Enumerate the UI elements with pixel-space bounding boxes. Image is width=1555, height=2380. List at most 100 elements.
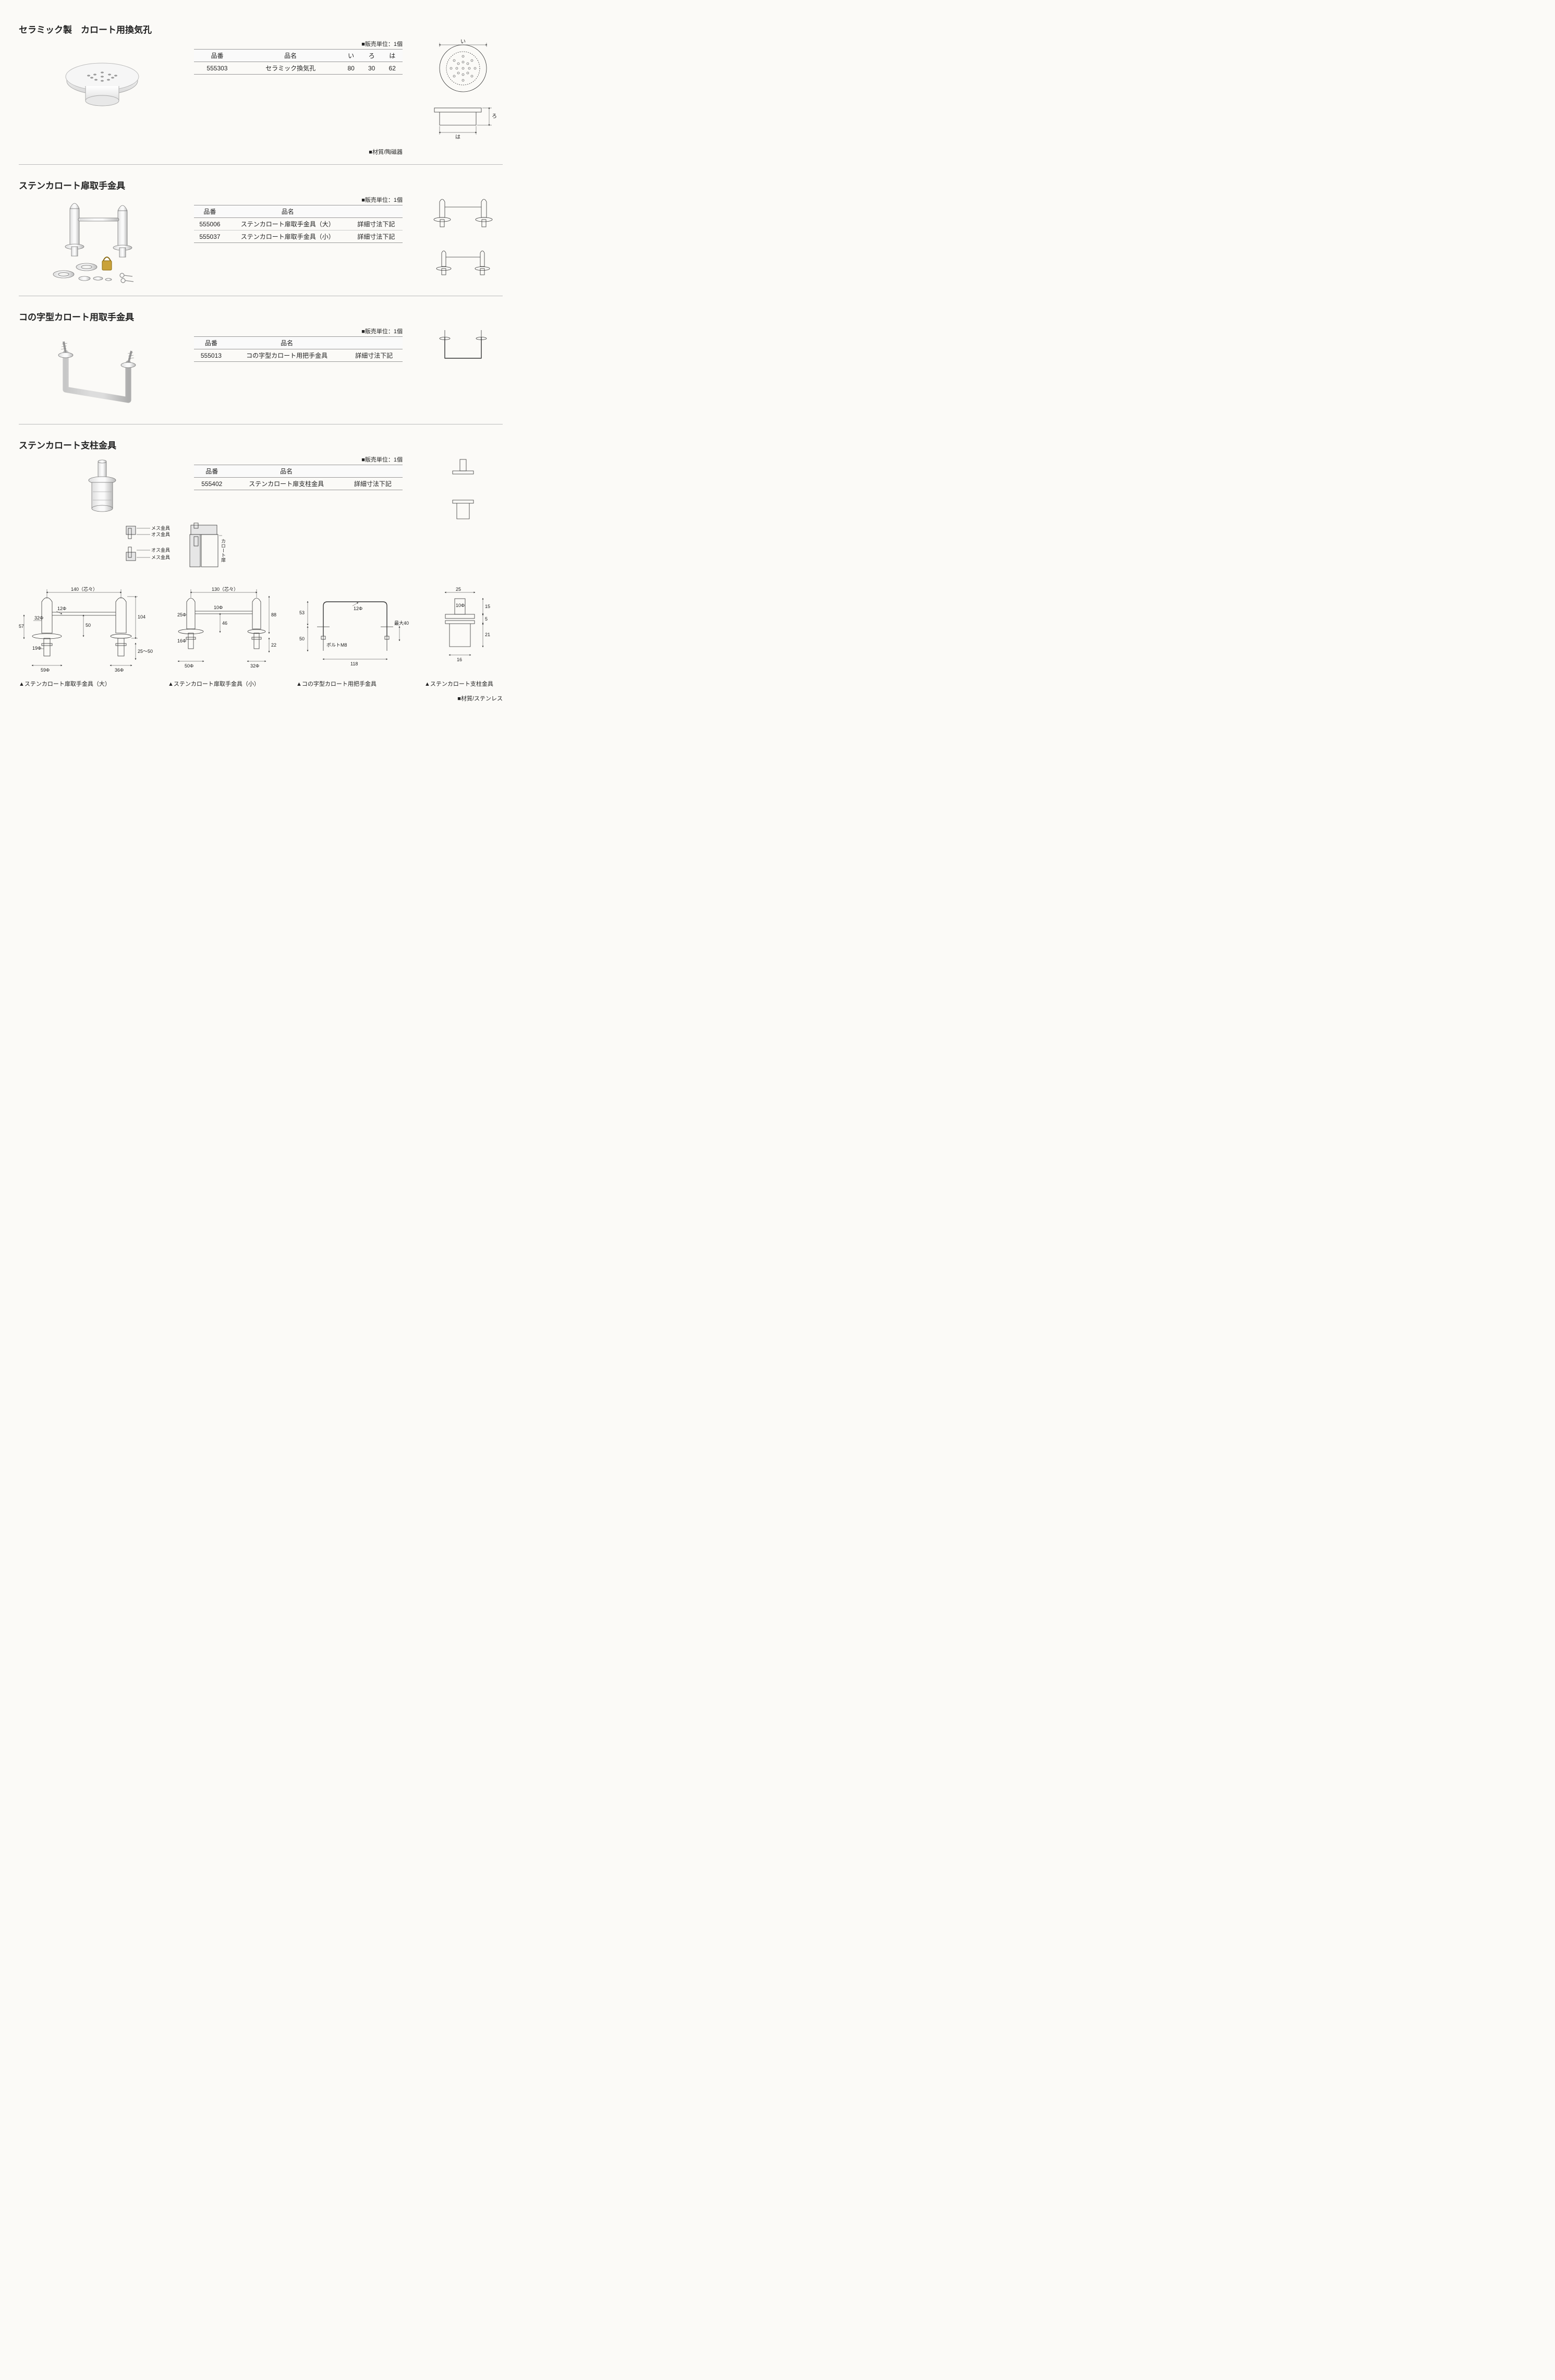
svg-text:36Φ: 36Φ (115, 667, 124, 673)
th: ろ (361, 50, 382, 62)
ceramic-top-diagram-icon: い (429, 40, 497, 92)
svg-text:オス金具: オス金具 (151, 547, 170, 553)
svg-text:メス金具: メス金具 (151, 554, 170, 560)
svg-text:57: 57 (19, 624, 24, 629)
spec-table-ceramic: 品番 品名 い ろ は 555303 セラミック換気孔 80 30 62 (194, 49, 403, 75)
section-title: ステンカロート支柱金具 (19, 438, 503, 451)
table-row: 555013 コの字型カロート用把手金具 詳細寸法下記 (194, 349, 403, 362)
svg-text:メス金具: メス金具 (151, 525, 170, 531)
unit-label: ■販売単位：1個 (194, 455, 403, 464)
th (350, 205, 403, 218)
svg-text:118: 118 (350, 661, 358, 666)
unit-label: ■販売単位：1個 (194, 327, 403, 335)
td: ステンカロート扉支柱金具 (230, 478, 343, 490)
spec-table-handle: 品番 品名 555006 ステンカロート扉取手金具（大） 詳細寸法下記 5550… (194, 205, 403, 243)
section-post: ステンカロート支柱金具 ■販売単位：1個 品番 品名 (19, 438, 503, 711)
svg-text:ボルトM8: ボルトM8 (326, 642, 347, 648)
svg-text:53: 53 (299, 610, 305, 615)
svg-text:25: 25 (456, 587, 461, 592)
svg-text:12Φ: 12Φ (57, 606, 66, 611)
svg-text:25～50: 25～50 (138, 649, 153, 654)
unit-label: ■販売単位：1個 (194, 196, 403, 204)
td: 詳細寸法下記 (345, 349, 403, 362)
svg-text:50Φ: 50Φ (185, 663, 193, 669)
product-photo-post (19, 455, 186, 523)
svg-text:15: 15 (485, 604, 490, 609)
spec-column: ■販売単位：1個 品番 品名 555013 コの字型カロート用把手金具 詳細寸法… (194, 327, 403, 362)
ubar-diagram-icon (429, 327, 497, 374)
th: 品番 (194, 465, 230, 478)
dim-caption: ▲ステンカロート扉取手金具（小） (168, 679, 288, 688)
unit-label: ■販売単位：1個 (194, 40, 403, 48)
td: 詳細寸法下記 (343, 478, 403, 490)
svg-text:130（芯々）: 130（芯々） (212, 586, 238, 592)
material-label: ■材質/ステンレス (19, 694, 503, 702)
svg-text:50: 50 (86, 623, 91, 628)
section-title: セラミック製 カロート用換気孔 (19, 22, 503, 35)
dim-ubar: 53 50 12Φ 最大40 ボルトM8 118 ▲コの字型カロート用把手金具 (296, 586, 416, 688)
svg-text:19Φ: 19Φ (32, 646, 41, 651)
handle-diagram-icon (424, 196, 502, 237)
section-title: ステンカロート扉取手金具 (19, 178, 503, 191)
svg-text:16Φ: 16Φ (177, 638, 186, 643)
section-ceramic-vent: セラミック製 カロート用換気孔 (19, 22, 503, 165)
svg-text:104: 104 (138, 614, 145, 620)
td: 80 (341, 62, 361, 75)
svg-text:い: い (460, 39, 466, 45)
th (343, 465, 403, 478)
td: ステンカロート扉取手金具（大） (226, 218, 350, 230)
svg-text:88: 88 (271, 612, 276, 617)
section-body: ■販売単位：1個 品番 品名 555006 ステンカロート扉取手金具（大） 詳細… (19, 196, 503, 287)
dim-post: 25 10Φ 15 5 21 16 ▲ステンカロート支柱金具 (424, 586, 513, 688)
th: 品名 (240, 50, 341, 62)
svg-text:16: 16 (457, 657, 462, 662)
table-row: 555006 ステンカロート扉取手金具（大） 詳細寸法下記 (194, 218, 403, 230)
dim-handle-big: 140（芯々） 104 25～50 (19, 586, 160, 688)
svg-text:カロート扉: カロート扉 (221, 539, 226, 563)
dim-caption: ▲ステンカロート支柱金具 (424, 679, 513, 688)
svg-text:32Φ: 32Φ (34, 615, 43, 621)
td: コの字型カロート用把手金具 (228, 349, 346, 362)
table-row: 555303 セラミック換気孔 80 30 62 (194, 62, 403, 75)
dim-caption: ▲ステンカロート扉取手金具（大） (19, 679, 160, 688)
th: 品名 (226, 205, 350, 218)
th: 品番 (194, 205, 226, 218)
svg-text:12Φ: 12Φ (354, 606, 362, 611)
td: 555037 (194, 230, 226, 243)
section-body: ■販売単位：1個 品番 品名 い ろ は 555303 セラミック換気孔 80 … (19, 40, 503, 156)
th: 品名 (230, 465, 343, 478)
svg-text:22: 22 (271, 642, 276, 648)
diagram-col-ceramic: い ろ (411, 40, 515, 142)
svg-text:10Φ: 10Φ (456, 603, 465, 608)
spec-column: ■販売単位：1個 品番 品名 555402 ステンカロート扉支柱金具 詳細寸法下… (194, 455, 403, 490)
dim-handle-small: 130（芯々） 88 22 10Φ 46 25Φ 16Φ (168, 586, 288, 688)
diagram-col-handle (411, 196, 515, 287)
section-title: コの字型カロート用取手金具 (19, 310, 503, 323)
th: 品番 (194, 337, 228, 349)
svg-text:オス金具: オス金具 (151, 531, 170, 537)
svg-text:10Φ: 10Φ (214, 605, 223, 610)
svg-text:は: は (455, 134, 460, 140)
spec-table-post: 品番 品名 555402 ステンカロート扉支柱金具 詳細寸法下記 (194, 465, 403, 490)
svg-text:140（芯々）: 140（芯々） (71, 586, 98, 592)
spec-column: ■販売単位：1個 品番 品名 い ろ は 555303 セラミック換気孔 80 … (194, 40, 403, 156)
svg-text:25Φ: 25Φ (177, 612, 186, 617)
table-row: 555402 ステンカロート扉支柱金具 詳細寸法下記 (194, 478, 403, 490)
diagram-col-ubar (411, 327, 515, 374)
spec-table-ubar: 品番 品名 555013 コの字型カロート用把手金具 詳細寸法下記 (194, 336, 403, 362)
svg-text:59Φ: 59Φ (41, 667, 50, 673)
td: 30 (361, 62, 382, 75)
td: 詳細寸法下記 (350, 230, 403, 243)
handle-diagram-small-icon (424, 246, 502, 287)
section-body: ■販売単位：1個 品番 品名 555013 コの字型カロート用把手金具 詳細寸法… (19, 327, 503, 416)
th (345, 337, 403, 349)
td: 555013 (194, 349, 228, 362)
post-top-icon (442, 455, 484, 487)
th: 品名 (228, 337, 346, 349)
svg-text:46: 46 (222, 621, 227, 626)
svg-text:最大40: 最大40 (394, 620, 409, 626)
svg-text:50: 50 (299, 636, 305, 641)
product-photo-ubar (19, 327, 186, 416)
svg-text:32Φ: 32Φ (250, 663, 259, 669)
dim-caption: ▲コの字型カロート用把手金具 (296, 679, 416, 688)
